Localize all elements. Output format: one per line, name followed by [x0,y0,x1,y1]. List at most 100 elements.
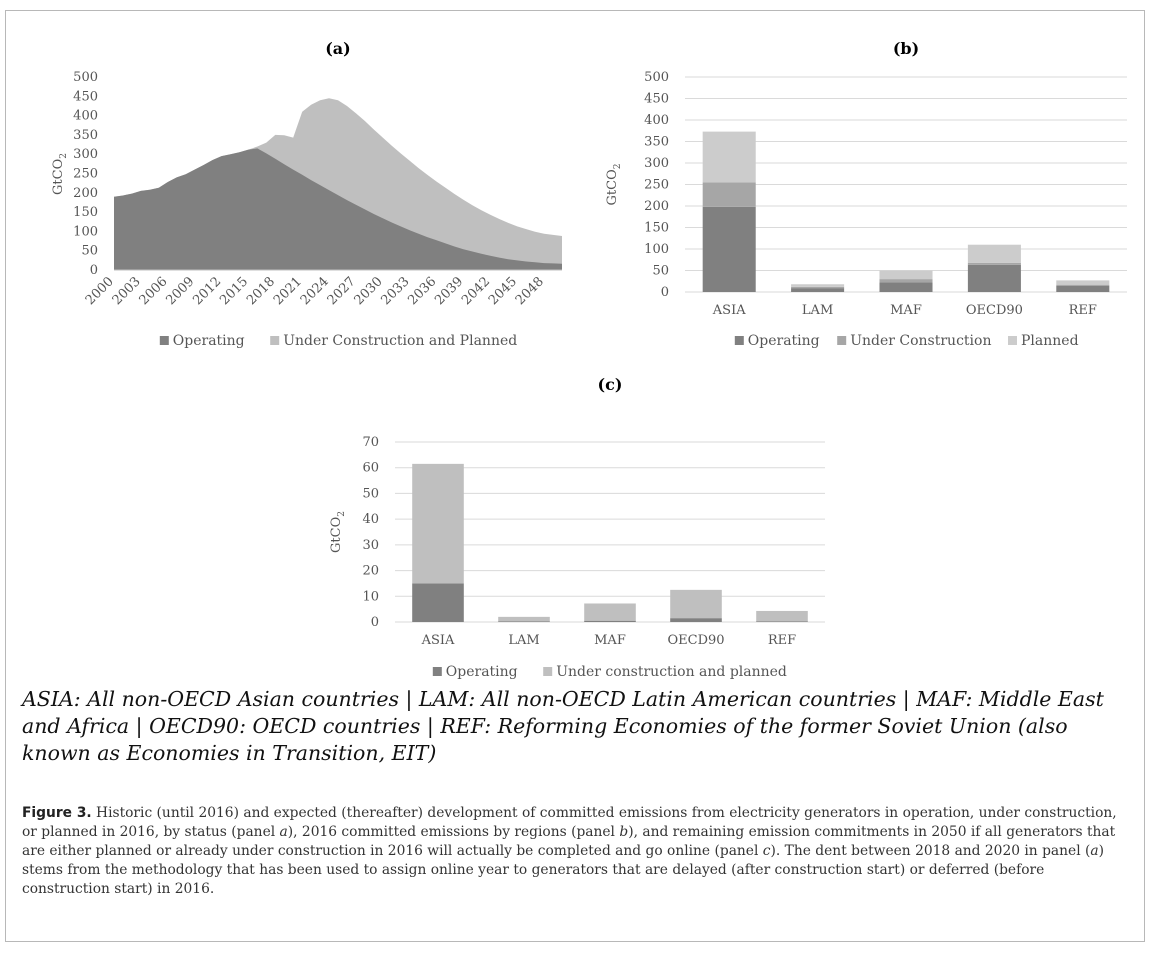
caption-text-5: ) stems from the methodology that has be… [22,843,1104,897]
y-tick-label: 0 [90,263,98,278]
y-tick-label: 250 [73,167,98,182]
x-tick-label: 2039 [432,274,466,308]
bar-segment [1056,284,1110,286]
x-tick-label: 2033 [379,274,413,308]
caption-text-3: ), and remaining emission commitments in… [22,824,1116,859]
region-abbreviation-legend: ASIA: All non-OECD Asian countries | LAM… [22,687,1104,765]
bar-segment [584,620,636,622]
x-tick-label: 2000 [83,274,117,308]
bar-segment [791,288,845,292]
y-tick-label: 50 [362,486,379,501]
legend-swatch [734,336,744,345]
x-category-label: LAM [802,303,833,318]
x-category-label: OECD90 [966,303,1023,318]
y-tick-label: 50 [81,244,98,259]
legend-label: Under construction and planned [556,664,787,680]
bar-segment [756,621,808,622]
legend-label: Operating [173,333,245,349]
chart-title: (a) [325,39,351,58]
y-tick-label: 500 [73,70,98,85]
bar-segment [498,621,550,622]
chart-title: (c) [598,375,623,394]
x-category-label: OECD90 [667,633,724,648]
figure-caption: Figure 3. Historic (until 2016) and expe… [22,804,1134,899]
bar-segment [967,264,1021,292]
y-tick-label: 60 [362,461,379,476]
caption-panel-ref: b [619,824,629,840]
y-tick-label: 100 [644,242,669,257]
bar-segment [1056,285,1110,292]
bar-segment [967,244,1021,263]
y-tick-label: 20 [362,564,379,579]
x-tick-label: 2012 [190,274,224,308]
legend-swatch [543,667,553,676]
caption-text-2: ), 2016 committed emissions by regions (… [287,824,620,840]
x-tick-label: 2045 [486,274,520,308]
y-tick-label: 0 [661,285,669,300]
x-category-label: MAF [890,303,922,318]
caption-label: Figure 3. [22,805,92,821]
legend-swatch [270,336,280,345]
x-category-label: LAM [508,633,539,648]
x-category-label: REF [1069,303,1097,318]
y-tick-label: 200 [73,186,98,201]
y-tick-label: 200 [644,199,669,214]
x-tick-label: 2009 [163,274,197,308]
x-tick-label: 2024 [298,274,332,308]
y-tick-label: 250 [644,178,669,193]
bar-segment [791,284,845,287]
legend-swatch [837,336,847,345]
y-tick-label: 70 [362,435,379,450]
caption-panel-ref: c [762,843,771,859]
bar-segment [498,616,550,622]
legend-swatch [432,667,442,676]
x-tick-label: 2048 [513,274,547,308]
legend-swatch [159,336,169,345]
bar-segment [1056,280,1110,285]
bar-segment [967,262,1021,265]
bar-segment [412,583,464,622]
x-tick-label: 2006 [137,274,171,308]
y-tick-label: 450 [644,92,669,107]
y-tick-label: 150 [644,221,669,236]
y-tick-label: 500 [644,70,669,85]
y-axis-label: GtCO2 [51,153,69,195]
chart-title: (b) [893,39,919,58]
y-tick-label: 0 [371,615,379,630]
y-tick-label: 400 [73,109,98,124]
legend-label: Under Construction and Planned [283,333,517,349]
caption-text-4: ). The dent between 2018 and 2020 in pan… [770,843,1091,859]
bar-segment [702,206,756,292]
x-category-label: ASIA [712,303,746,318]
x-category-label: MAF [594,633,626,648]
y-tick-label: 30 [362,538,379,553]
area-operating [114,148,562,270]
caption-text-1: Historic (until 2016) and expected (ther… [22,805,1117,840]
y-tick-label: 350 [644,135,669,150]
bar-segment [879,270,933,280]
x-tick-label: 2021 [271,274,305,308]
x-tick-label: 2003 [110,274,144,308]
y-tick-label: 10 [362,589,379,604]
bar-segment [584,603,636,621]
bar-segment [756,610,808,622]
chart-panel-a: (a) 0 50 100 150 200 250 300 350 400 450 500 GtCO2 20… [51,39,562,349]
y-tick-label: 40 [362,512,379,527]
legend-label: Planned [1021,333,1079,349]
chart-panel-c: (c) 0 10 20 30 40 50 60 70 GtCO2 ASIA LAM MAF OECD90 R… [329,375,825,680]
caption-panel-ref: a [1090,843,1099,859]
bar-segment [791,286,845,289]
y-axis-label: GtCO2 [605,164,623,206]
y-tick-label: 350 [73,128,98,143]
figure-frame [5,10,1145,942]
y-tick-label: 450 [73,89,98,104]
x-category-label: ASIA [421,633,455,648]
x-tick-label: 2018 [244,274,278,308]
bar-segment [702,182,756,207]
legend-label: Under Construction [850,333,991,349]
y-tick-label: 100 [73,224,98,239]
legend-label: Operating [748,333,820,349]
y-tick-label: 300 [644,156,669,171]
y-tick-label: 400 [644,113,669,128]
chart-panel-b: (b) 0 50 100 150 200 250 300 350 400 450 500 GtCO2 AS… [605,39,1127,349]
